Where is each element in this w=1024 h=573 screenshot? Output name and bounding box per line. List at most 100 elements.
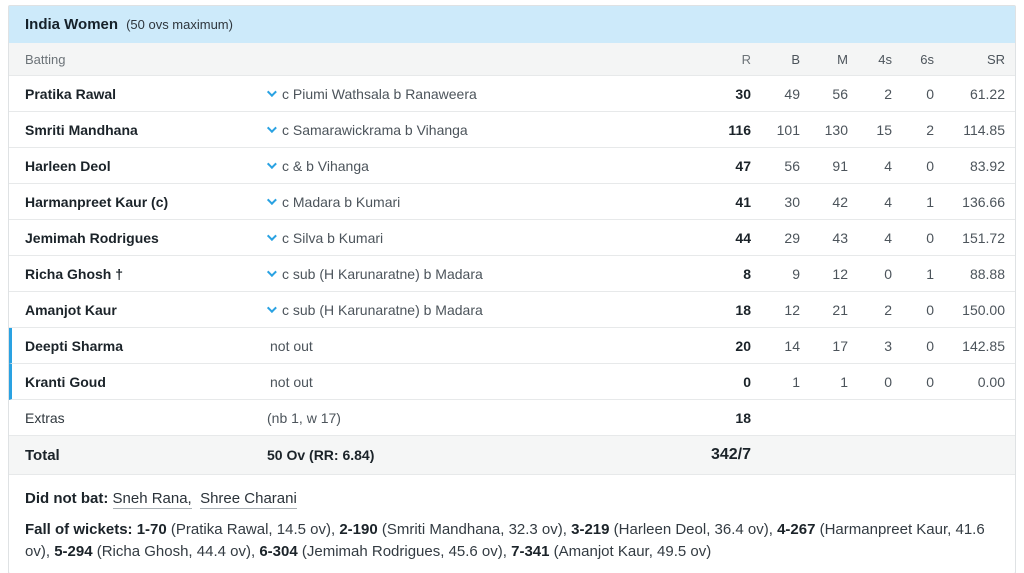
fours-cell: 2 xyxy=(884,301,892,318)
balls-cell: 49 xyxy=(784,85,800,102)
column-balls: B xyxy=(791,51,800,67)
strike-rate-cell: 142.85 xyxy=(962,337,1005,354)
minutes-cell: 17 xyxy=(832,337,848,354)
sixes-cell: 1 xyxy=(926,265,934,282)
fours-cell: 4 xyxy=(884,157,892,174)
fow-wicket-score: 6-304 xyxy=(259,543,298,560)
fow-wicket-score: 1-70 xyxy=(132,521,167,538)
batting-row: Pratika Rawal c Piumi Wathsala b Ranaweer… xyxy=(9,76,1015,112)
extras-row: Extras (nb 1, w 17) 18 xyxy=(9,400,1015,436)
player-name-link[interactable]: Amanjot Kaur xyxy=(25,301,117,318)
player-name-link[interactable]: Pratika Rawal xyxy=(25,85,117,102)
batting-row: Kranti Goud not out 0 1 1 0 0 0.00 xyxy=(9,364,1015,400)
did-not-bat-player-link[interactable]: Sneh Rana, xyxy=(112,490,192,509)
dismissal-cell: c sub (H Karunaratne) b Madara xyxy=(267,302,703,318)
overs-note: (50 ovs maximum) xyxy=(126,17,233,32)
runs-cell: 20 xyxy=(735,337,751,354)
innings-scorecard: India Women (50 ovs maximum) Batting R B… xyxy=(8,5,1016,573)
balls-cell: 56 xyxy=(784,157,800,174)
strike-rate-cell: 83.92 xyxy=(969,157,1005,174)
player-name-link[interactable]: Jemimah Rodrigues xyxy=(25,229,159,246)
columns-header: Batting R B M 4s 6s SR xyxy=(9,43,1015,76)
fow-wicket-score: 7-341 xyxy=(511,543,550,560)
extras-detail: (nb 1, w 17) xyxy=(267,409,341,426)
sixes-cell: 0 xyxy=(926,85,934,102)
player-name-link[interactable]: Harmanpreet Kaur (c) xyxy=(25,193,169,210)
runs-cell: 18 xyxy=(735,301,751,318)
did-not-bat-players: Sneh Rana, Shree Charani xyxy=(112,490,297,509)
minutes-cell: 43 xyxy=(832,229,848,246)
fow-wicket-score: 5-294 xyxy=(54,543,93,560)
balls-cell: 12 xyxy=(784,301,800,318)
minutes-cell: 12 xyxy=(832,265,848,282)
column-fours: 4s xyxy=(878,51,892,67)
runs-cell: 41 xyxy=(735,193,751,210)
did-not-bat-player-link[interactable]: Shree Charani xyxy=(200,490,297,509)
batting-row: Richa Ghosh † c sub (H Karunaratne) b Mad… xyxy=(9,256,1015,292)
chevron-down-icon[interactable] xyxy=(267,123,277,134)
balls-cell: 1 xyxy=(792,373,800,390)
minutes-cell: 91 xyxy=(832,157,848,174)
strike-rate-cell: 0.00 xyxy=(977,373,1005,390)
fow-wicket-score: 2-190 xyxy=(339,521,378,538)
chevron-down-icon[interactable] xyxy=(267,267,277,278)
batting-row: Jemimah Rodrigues c Silva b Kumari 44 29 43 4… xyxy=(9,220,1015,256)
fours-cell: 2 xyxy=(884,85,892,102)
fow-wicket-detail: (Richa Ghosh, 44.4 ov), xyxy=(92,543,260,560)
minutes-cell: 1 xyxy=(840,373,848,390)
player-name-link[interactable]: Kranti Goud xyxy=(25,373,106,390)
total-label: Total xyxy=(25,446,60,464)
player-name-link[interactable]: Harleen Deol xyxy=(25,157,111,174)
column-sixes: 6s xyxy=(920,51,934,67)
balls-cell: 14 xyxy=(784,337,800,354)
batter-name-cell: Harleen Deol xyxy=(9,157,267,174)
dismissal-cell: c & b Vihanga xyxy=(267,158,703,174)
dismissal-text: c Silva b Kumari xyxy=(282,229,384,246)
batting-rows: Pratika Rawal c Piumi Wathsala b Ranaweer… xyxy=(9,76,1015,400)
column-strike-rate: SR xyxy=(986,51,1005,67)
did-not-bat-label: Did not bat: xyxy=(25,490,109,507)
fours-cell: 4 xyxy=(884,193,892,210)
balls-cell: 29 xyxy=(784,229,800,246)
runs-cell: 30 xyxy=(735,85,751,102)
sixes-cell: 2 xyxy=(926,121,934,138)
player-name-link[interactable]: Deepti Sharma xyxy=(25,337,124,354)
dismissal-cell: c Piumi Wathsala b Ranaweera xyxy=(267,86,703,102)
balls-cell: 30 xyxy=(784,193,800,210)
batter-name-cell: Richa Ghosh † xyxy=(9,265,267,282)
chevron-down-icon[interactable] xyxy=(267,159,277,170)
player-name-link[interactable]: Richa Ghosh † xyxy=(25,265,124,282)
column-batting: Batting xyxy=(25,51,66,67)
runs-cell: 0 xyxy=(743,373,751,390)
chevron-down-icon[interactable] xyxy=(267,303,277,314)
dismissal-text: c Samarawickrama b Vihanga xyxy=(282,121,468,138)
runs-cell: 44 xyxy=(735,229,751,246)
dismissal-text: c sub (H Karunaratne) b Madara xyxy=(282,265,483,282)
fow-wicket-detail: (Pratika Rawal, 14.5 ov), xyxy=(166,521,340,538)
player-name-link[interactable]: Smriti Mandhana xyxy=(25,121,138,138)
chevron-down-icon[interactable] xyxy=(267,87,277,98)
dismissal-text: c Madara b Kumari xyxy=(282,193,401,210)
fours-cell: 0 xyxy=(884,265,892,282)
sixes-cell: 0 xyxy=(926,337,934,354)
sixes-cell: 1 xyxy=(926,193,934,210)
dismissal-cell: not out xyxy=(270,338,703,354)
strike-rate-cell: 88.88 xyxy=(969,265,1005,282)
runs-cell: 47 xyxy=(735,157,751,174)
dismissal-text: c & b Vihanga xyxy=(282,157,369,174)
dismissal-cell: c Samarawickrama b Vihanga xyxy=(267,122,703,138)
innings-footnotes: Did not bat: Sneh Rana, Shree Charani Fa… xyxy=(9,475,1015,573)
chevron-down-icon[interactable] xyxy=(267,195,277,206)
dismissal-cell: c Madara b Kumari xyxy=(267,194,703,210)
dismissal-text: not out xyxy=(270,337,313,354)
total-score: 342/7 xyxy=(710,446,751,463)
minutes-cell: 21 xyxy=(832,301,848,318)
balls-cell: 101 xyxy=(776,121,800,138)
minutes-cell: 56 xyxy=(832,85,848,102)
fow-wicket-detail: (Harleen Deol, 36.4 ov), xyxy=(609,521,778,538)
runs-cell: 8 xyxy=(743,265,751,282)
chevron-down-icon[interactable] xyxy=(267,231,277,242)
column-minutes: M xyxy=(837,51,848,67)
extras-runs: 18 xyxy=(735,409,751,426)
